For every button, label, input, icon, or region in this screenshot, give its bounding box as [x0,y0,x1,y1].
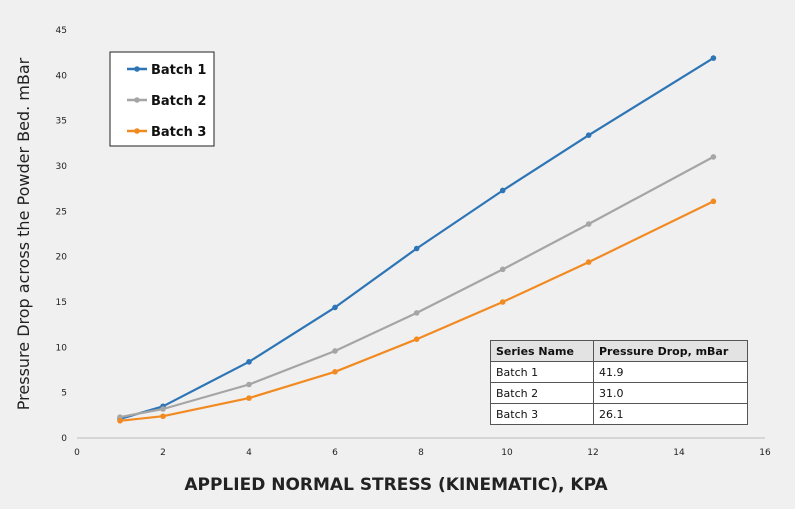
legend: Batch 1 Batch 2 Batch 3 [109,51,215,147]
data-point-batch-3 [585,259,592,265]
table-cell-series: Batch 1 [490,361,594,383]
legend-swatch-marker [134,97,140,103]
data-point-batch-1 [413,245,420,252]
data-point-batch-3 [117,417,123,424]
data-point-batch-2 [710,154,717,160]
legend-swatch-marker [134,128,140,134]
y-tick-label: 10 [56,343,68,353]
data-point-batch-2 [332,348,338,354]
x-tick-label: 0 [74,448,80,458]
data-point-batch-3 [246,395,252,401]
x-axis-title: APPLIED NORMAL STRESS (KINEMATIC), KPA [184,475,608,495]
table-header-pressure: Pressure Drop, mBar [593,340,748,362]
data-point-batch-2 [160,406,166,412]
y-tick-label: 25 [56,207,67,217]
data-point-batch-1 [710,55,717,61]
series-layer [117,55,717,424]
y-tick-label: 30 [56,162,68,172]
series-line-batch-2 [119,155,714,419]
y-tick-label: 0 [61,434,67,444]
x-tick-label: 4 [246,448,252,458]
x-tick-label: 12 [587,448,598,458]
x-tick-label: 2 [160,448,166,458]
legend-swatch-marker [134,66,140,72]
table-header-series: Series Name [490,340,594,362]
data-point-batch-2 [585,221,592,227]
data-point-batch-2 [499,266,506,273]
x-tick-label: 16 [759,448,771,458]
series-line-batch-3 [119,200,714,422]
table-cell-value: 41.9 [593,361,748,383]
data-table: Series Name Pressure Drop, mBar Batch 1 … [490,340,748,425]
x-tick-label: 10 [501,448,513,458]
table-row: Batch 2 31.0 [490,382,748,404]
table-cell-value: 31.0 [593,382,748,404]
x-tick-label: 6 [332,448,338,458]
table-cell-series: Batch 2 [490,382,594,404]
axes-layer: 0 5 10 15 20 25 30 35 40 45 0 2 4 6 8 10 12 14 16 [56,26,771,458]
data-point-batch-1 [499,187,506,194]
data-point-batch-1 [585,132,592,138]
data-point-batch-3 [332,369,338,375]
y-axis-title: Pressure Drop across the Powder Bed. mBa… [14,57,33,410]
table-row: Batch 1 41.9 [490,361,748,383]
table-cell-value: 26.1 [593,403,748,425]
table-cell-series: Batch 3 [490,403,594,425]
x-tick-label: 8 [418,448,424,458]
data-point-batch-1 [246,359,252,365]
table-row: Batch 3 26.1 [490,403,748,425]
y-tick-label: 5 [61,389,67,399]
legend-label: Batch 2 [151,94,206,109]
x-tick-label: 14 [673,448,685,458]
data-point-batch-3 [710,198,717,205]
table-header-row: Series Name Pressure Drop, mBar [490,340,748,362]
y-tick-label: 20 [56,253,68,263]
data-point-batch-2 [413,310,420,316]
data-point-batch-3 [160,413,166,420]
data-point-batch-3 [413,336,420,342]
y-tick-label: 40 [56,71,68,81]
y-tick-label: 45 [56,26,67,36]
legend-label: Batch 3 [151,125,206,140]
series-line-batch-1 [119,57,714,421]
data-point-batch-3 [499,299,506,305]
legend-label: Batch 1 [151,63,206,78]
y-tick-label: 35 [56,117,67,127]
y-tick-label: 15 [56,298,67,308]
data-point-batch-1 [332,304,338,311]
data-point-batch-2 [246,381,252,388]
